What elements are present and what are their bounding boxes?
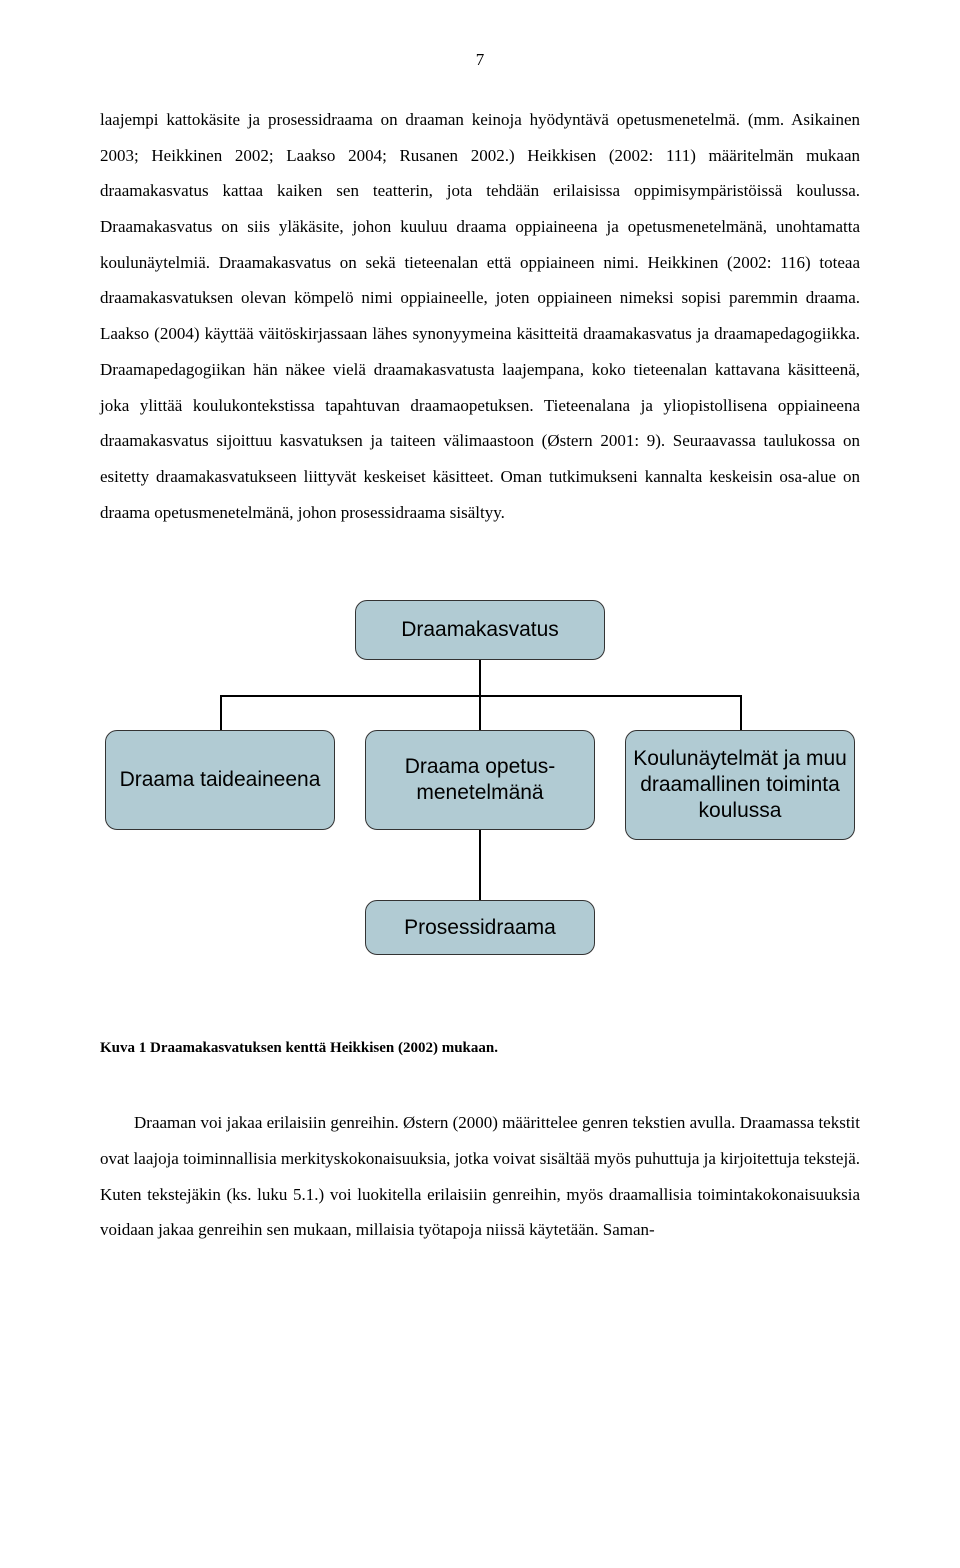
node-label: Prosessidraama bbox=[404, 915, 556, 941]
node-bottom: Prosessidraama bbox=[365, 900, 595, 955]
node-root: Draamakasvatus bbox=[355, 600, 605, 660]
connector bbox=[479, 660, 481, 695]
body-paragraph-2: Draaman voi jakaa erilaisiin genreihin. … bbox=[100, 1105, 860, 1248]
node-label: Draamakasvatus bbox=[401, 617, 559, 643]
connector bbox=[479, 830, 481, 900]
connector bbox=[220, 695, 222, 730]
node-label: Draama taideaineena bbox=[120, 767, 321, 793]
page-number: 7 bbox=[100, 50, 860, 70]
figure-caption: Kuva 1 Draamakasvatuksen kenttä Heikkise… bbox=[100, 1040, 860, 1057]
connector bbox=[740, 695, 742, 730]
node-label: Draama opetus-menetelmänä bbox=[372, 754, 588, 807]
concept-diagram: Draamakasvatus Draama taideaineena Draam… bbox=[105, 600, 855, 980]
node-right: Koulunäytelmät ja muu draamallinen toimi… bbox=[625, 730, 855, 840]
node-label: Koulunäytelmät ja muu draamallinen toimi… bbox=[632, 746, 848, 825]
node-left: Draama taideaineena bbox=[105, 730, 335, 830]
connector bbox=[479, 695, 481, 730]
node-mid: Draama opetus-menetelmänä bbox=[365, 730, 595, 830]
body-paragraph-1: laajempi kattokäsite ja prosessidraama o… bbox=[100, 102, 860, 530]
